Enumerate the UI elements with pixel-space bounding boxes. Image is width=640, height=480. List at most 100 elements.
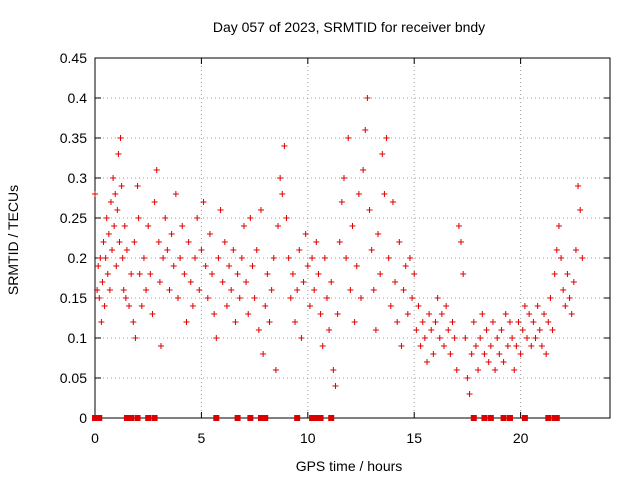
data-point — [492, 367, 499, 373]
data-point — [311, 287, 318, 293]
y-tick-label: 0.25 — [60, 210, 87, 226]
data-point — [338, 199, 345, 205]
data-point — [366, 207, 373, 213]
data-point — [568, 311, 575, 317]
x-tick-label: 20 — [513, 430, 529, 446]
data-point — [157, 343, 164, 349]
data-point — [472, 343, 479, 349]
data-point — [347, 287, 354, 293]
data-point — [100, 239, 107, 245]
zero-point — [487, 415, 494, 421]
y-tick-label: 0.15 — [60, 290, 87, 306]
data-point — [353, 263, 360, 269]
data-point — [198, 247, 205, 253]
data-point — [289, 271, 296, 277]
data-point — [428, 327, 435, 333]
data-point — [489, 319, 496, 325]
zero-point — [128, 415, 135, 421]
data-point — [177, 255, 184, 261]
data-point — [340, 175, 347, 181]
data-point — [562, 303, 569, 309]
data-point — [364, 95, 371, 101]
data-point — [162, 215, 169, 221]
data-point — [400, 287, 407, 293]
x-tick-label: 5 — [198, 430, 206, 446]
data-point — [298, 335, 305, 341]
data-point — [240, 223, 247, 229]
data-point — [277, 175, 284, 181]
y-tick-label: 0.3 — [68, 170, 88, 186]
data-point — [279, 191, 286, 197]
data-point — [260, 351, 267, 357]
data-point — [551, 271, 558, 277]
zero-point — [470, 415, 477, 421]
data-point — [343, 255, 350, 261]
data-point — [449, 319, 456, 325]
data-point — [566, 295, 573, 301]
data-point — [394, 319, 401, 325]
data-point — [423, 359, 430, 365]
zero-point — [123, 415, 130, 421]
data-point — [104, 271, 111, 277]
data-point — [138, 303, 145, 309]
zero-point — [500, 415, 507, 421]
data-point — [153, 167, 160, 173]
data-point — [575, 183, 582, 189]
data-point — [398, 343, 405, 349]
data-point — [504, 343, 511, 349]
data-point — [406, 255, 413, 261]
data-point — [436, 335, 443, 341]
data-point — [219, 279, 226, 285]
data-point — [411, 271, 418, 277]
data-point — [111, 223, 118, 229]
data-point — [105, 231, 112, 237]
data-point — [114, 207, 121, 213]
data-point — [345, 135, 352, 141]
data-point — [509, 335, 516, 341]
data-point — [304, 263, 311, 269]
data-point — [392, 279, 399, 285]
zero-point — [134, 415, 141, 421]
data-point — [451, 335, 458, 341]
data-point — [381, 191, 388, 197]
data-point — [334, 311, 341, 317]
data-point — [387, 303, 394, 309]
data-point — [98, 319, 105, 325]
y-tick-label: 0.1 — [68, 330, 88, 346]
data-point — [155, 239, 162, 245]
y-tick-label: 0.4 — [68, 90, 88, 106]
data-point — [107, 199, 114, 205]
data-point — [204, 295, 211, 301]
x-tick-label: 15 — [406, 430, 422, 446]
data-point — [156, 279, 163, 285]
data-point — [536, 327, 543, 333]
data-point — [323, 295, 330, 301]
data-point — [145, 223, 152, 229]
data-point — [118, 183, 125, 189]
data-point — [309, 255, 316, 261]
data-point — [126, 303, 133, 309]
data-point — [332, 383, 339, 389]
data-point — [313, 239, 320, 245]
zero-point — [151, 415, 158, 421]
data-point — [96, 295, 103, 301]
data-point — [434, 295, 441, 301]
y-tick-label: 0.05 — [60, 370, 87, 386]
zero-point — [309, 415, 316, 421]
data-point — [168, 231, 175, 237]
data-point — [498, 327, 505, 333]
data-point — [447, 351, 454, 357]
x-axis: 0 5 10 15 20 — [91, 58, 529, 446]
data-point — [181, 271, 188, 277]
data-point — [485, 359, 492, 365]
data-point — [97, 255, 104, 261]
data-point — [409, 295, 416, 301]
data-point — [187, 279, 194, 285]
zero-point — [553, 415, 560, 421]
data-point — [481, 351, 488, 357]
data-point — [317, 311, 324, 317]
data-point — [94, 287, 101, 293]
data-point — [140, 255, 147, 261]
data-point — [110, 175, 117, 181]
data-point — [577, 207, 584, 213]
